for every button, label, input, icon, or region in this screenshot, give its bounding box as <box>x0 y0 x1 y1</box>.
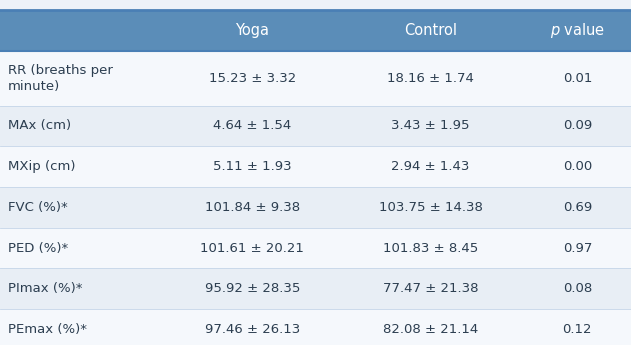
Text: 15.23 ± 3.32: 15.23 ± 3.32 <box>209 72 296 85</box>
Text: 82.08 ± 21.14: 82.08 ± 21.14 <box>383 323 478 336</box>
Text: 4.64 ± 1.54: 4.64 ± 1.54 <box>213 119 292 132</box>
Text: 0.69: 0.69 <box>563 201 592 214</box>
Text: RR (breaths per
minute): RR (breaths per minute) <box>8 63 112 93</box>
Bar <box>0 51 631 106</box>
Text: PImax (%)*: PImax (%)* <box>8 282 82 295</box>
Bar <box>0 309 631 345</box>
Text: 3.43 ± 1.95: 3.43 ± 1.95 <box>391 119 470 132</box>
Text: PED (%)*: PED (%)* <box>8 241 68 255</box>
Text: 0.01: 0.01 <box>563 72 592 85</box>
Bar <box>0 106 631 146</box>
Text: Yoga: Yoga <box>235 23 269 38</box>
Text: 101.83 ± 8.45: 101.83 ± 8.45 <box>383 241 478 255</box>
Text: MXip (cm): MXip (cm) <box>8 160 75 173</box>
Text: 18.16 ± 1.74: 18.16 ± 1.74 <box>387 72 474 85</box>
Text: PEmax (%)*: PEmax (%)* <box>8 323 86 336</box>
Text: 101.84 ± 9.38: 101.84 ± 9.38 <box>205 201 300 214</box>
Text: 97.46 ± 26.13: 97.46 ± 26.13 <box>205 323 300 336</box>
Text: $p$ value: $p$ value <box>550 21 605 40</box>
Bar <box>0 187 631 228</box>
Bar <box>0 146 631 187</box>
Bar <box>0 268 631 309</box>
Text: 2.94 ± 1.43: 2.94 ± 1.43 <box>391 160 470 173</box>
Text: 103.75 ± 14.38: 103.75 ± 14.38 <box>379 201 483 214</box>
Bar <box>0 10 631 51</box>
Bar <box>0 228 631 268</box>
Text: Control: Control <box>404 23 457 38</box>
Text: 0.12: 0.12 <box>563 323 592 336</box>
Text: 101.61 ± 20.21: 101.61 ± 20.21 <box>201 241 304 255</box>
Text: 0.97: 0.97 <box>563 241 592 255</box>
Text: 5.11 ± 1.93: 5.11 ± 1.93 <box>213 160 292 173</box>
Text: 0.08: 0.08 <box>563 282 592 295</box>
Text: MAx (cm): MAx (cm) <box>8 119 71 132</box>
Text: 95.92 ± 28.35: 95.92 ± 28.35 <box>204 282 300 295</box>
Text: 0.09: 0.09 <box>563 119 592 132</box>
Text: 0.00: 0.00 <box>563 160 592 173</box>
Text: 77.47 ± 21.38: 77.47 ± 21.38 <box>383 282 478 295</box>
Text: FVC (%)*: FVC (%)* <box>8 201 68 214</box>
